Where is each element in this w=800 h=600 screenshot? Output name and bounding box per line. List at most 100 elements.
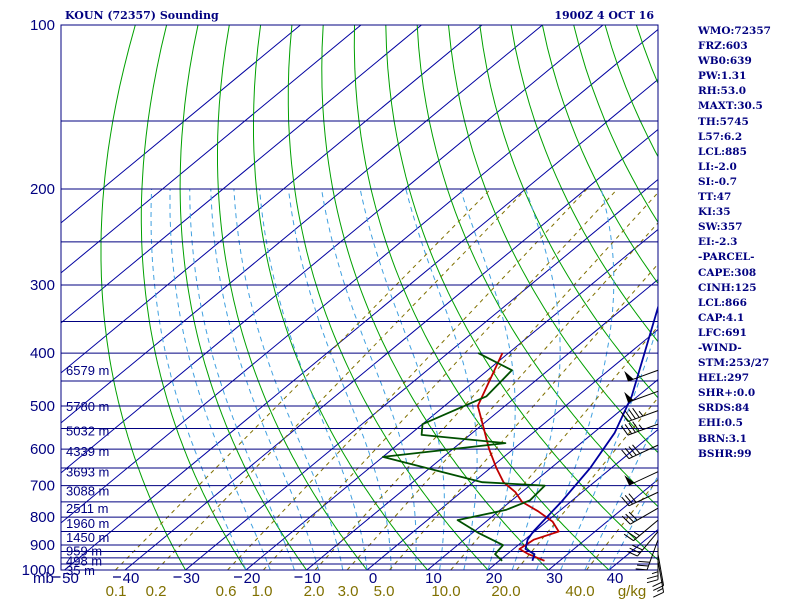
index-item: LI:-2.0: [698, 160, 737, 173]
wind-barb-feather: [624, 424, 633, 435]
wind-barb-staff: [637, 531, 659, 557]
wind-barb-feather: [632, 407, 640, 418]
index-item: -WIND-: [698, 341, 742, 354]
index-item: EHI:0.5: [698, 417, 743, 430]
moist-adiabat-line: [287, 189, 392, 570]
pressure-tick-label: 900: [30, 537, 55, 554]
wind-barb-feather: [626, 550, 638, 557]
temperature-tick-label: 40: [607, 570, 624, 587]
mixing-ratio-line: [346, 222, 658, 570]
wind-barb-staff: [628, 444, 659, 460]
wind-barb-half-feather: [651, 571, 659, 575]
index-item: EI:-2.3: [698, 236, 738, 249]
isotherm-line: [61, 25, 483, 374]
index-item: CAPE:308: [698, 266, 757, 279]
wind-barb-feather: [637, 564, 649, 567]
wind-barb-feather: [632, 444, 641, 454]
observation-time: 1900Z 4 OCT 16: [554, 9, 654, 22]
wind-barb-feather: [646, 579, 659, 584]
wind-barb-half-feather: [657, 587, 664, 592]
wind-barb-feather: [621, 449, 630, 459]
dry-adiabat-line: [100, 25, 186, 570]
wind-barb-staff: [657, 560, 665, 593]
mixing-ratio-line: [227, 188, 588, 570]
wind-barb-staff: [627, 410, 659, 423]
mixing-ratio-label: 0.6: [216, 583, 237, 600]
index-item: FRZ:603: [698, 40, 748, 53]
height-label: 4339 m: [66, 444, 109, 459]
moist-adiabat-line: [150, 189, 247, 570]
pressure-tick-label: 100: [30, 17, 55, 34]
pressure-tick-label: 800: [30, 509, 55, 526]
isotherm-line: [185, 178, 658, 570]
index-item: MAXT:30.5: [698, 100, 763, 113]
index-item: BSHR:99: [698, 447, 752, 460]
mixing-ratio-label: 40.0: [565, 583, 594, 600]
wind-barb-feather: [653, 585, 664, 591]
wind-barb-feather: [621, 496, 630, 507]
index-item: KI:35: [698, 206, 731, 219]
mixing-ratio-label: 3.0: [338, 583, 359, 600]
temperature-tick-label: 10: [425, 570, 442, 587]
height-label: 3088 m: [66, 484, 109, 499]
pressure-tick-label: 600: [30, 441, 55, 458]
index-item: WB0:639: [698, 55, 752, 68]
plot-frame: [60, 24, 659, 571]
temperature-tick-label: 10: [304, 570, 321, 587]
index-item: -PARCEL-: [698, 251, 755, 264]
height-label: 5032 m: [66, 424, 109, 439]
index-item: STM:253/27: [698, 357, 770, 370]
height-label: 959 m: [66, 543, 102, 558]
wind-barb-half-feather: [638, 424, 644, 430]
mixing-ratio-line: [263, 188, 618, 570]
temperature-tick-label: 0: [369, 570, 377, 587]
wind-barb-staff: [657, 554, 665, 586]
moist-adiabat-line: [259, 189, 368, 570]
pressure-tick-label: 300: [30, 277, 55, 294]
moist-adiabat-line: [584, 416, 658, 570]
mixing-ratio-line: [586, 478, 658, 570]
index-item: LFC:691: [698, 326, 747, 339]
mixing-ratio-line: [115, 188, 491, 570]
wind-barb-feather: [624, 495, 634, 505]
wind-barb-feather: [628, 511, 638, 521]
wind-barb-pennant: [624, 475, 635, 486]
index-item: SW:357: [698, 221, 743, 234]
index-item: SHR+:0.0: [698, 387, 756, 400]
isotherm-line: [306, 278, 658, 570]
sounding-indices: WMO:72357 FRZ:603 WB0:639 PW:1.31 RH:53.0 MAX…: [698, 24, 771, 462]
index-item: SI:-0.7: [698, 175, 737, 188]
isotherm-line: [64, 78, 658, 570]
index-item: LCL:866: [698, 296, 747, 309]
isotherm-line: [61, 28, 658, 524]
dry-adiabat-line: [793, 25, 800, 570]
height-label: 2511 m: [66, 501, 108, 516]
mixing-ratio-line: [314, 191, 658, 570]
isotherm-line: [61, 25, 604, 474]
pressure-tick-label: 200: [30, 181, 55, 198]
isotherm-line: [487, 428, 658, 570]
mixing-ratio-label: 5.0: [374, 583, 395, 600]
height-label: 3693 m: [66, 465, 109, 480]
wind-barb-feather: [623, 533, 634, 542]
wind-barb-feather: [620, 411, 629, 422]
isotherm-line: [245, 228, 658, 570]
isotherm-line: [124, 128, 658, 570]
wind-barb-feather: [628, 493, 637, 503]
mixing-ratio-line: [156, 188, 527, 570]
wind-barb-pennant: [624, 391, 634, 403]
isotherm-line: [61, 25, 301, 224]
height-label: 1450 m: [66, 530, 109, 545]
index-item: L57:6.2: [698, 130, 743, 143]
wind-barb-half-feather: [633, 531, 640, 536]
isotherm-line: [61, 25, 422, 324]
wind-barb-feather: [632, 421, 640, 432]
wind-barb-feather: [638, 560, 650, 563]
wind-profile: [620, 369, 665, 598]
index-item: TT:47: [698, 191, 732, 204]
index-item: BRN:3.1: [698, 432, 747, 445]
dry-adiabat-line: [385, 25, 658, 561]
mixing-ratio-label: 20.0: [491, 583, 520, 600]
mixing-ratio-label: 10.0: [431, 583, 460, 600]
